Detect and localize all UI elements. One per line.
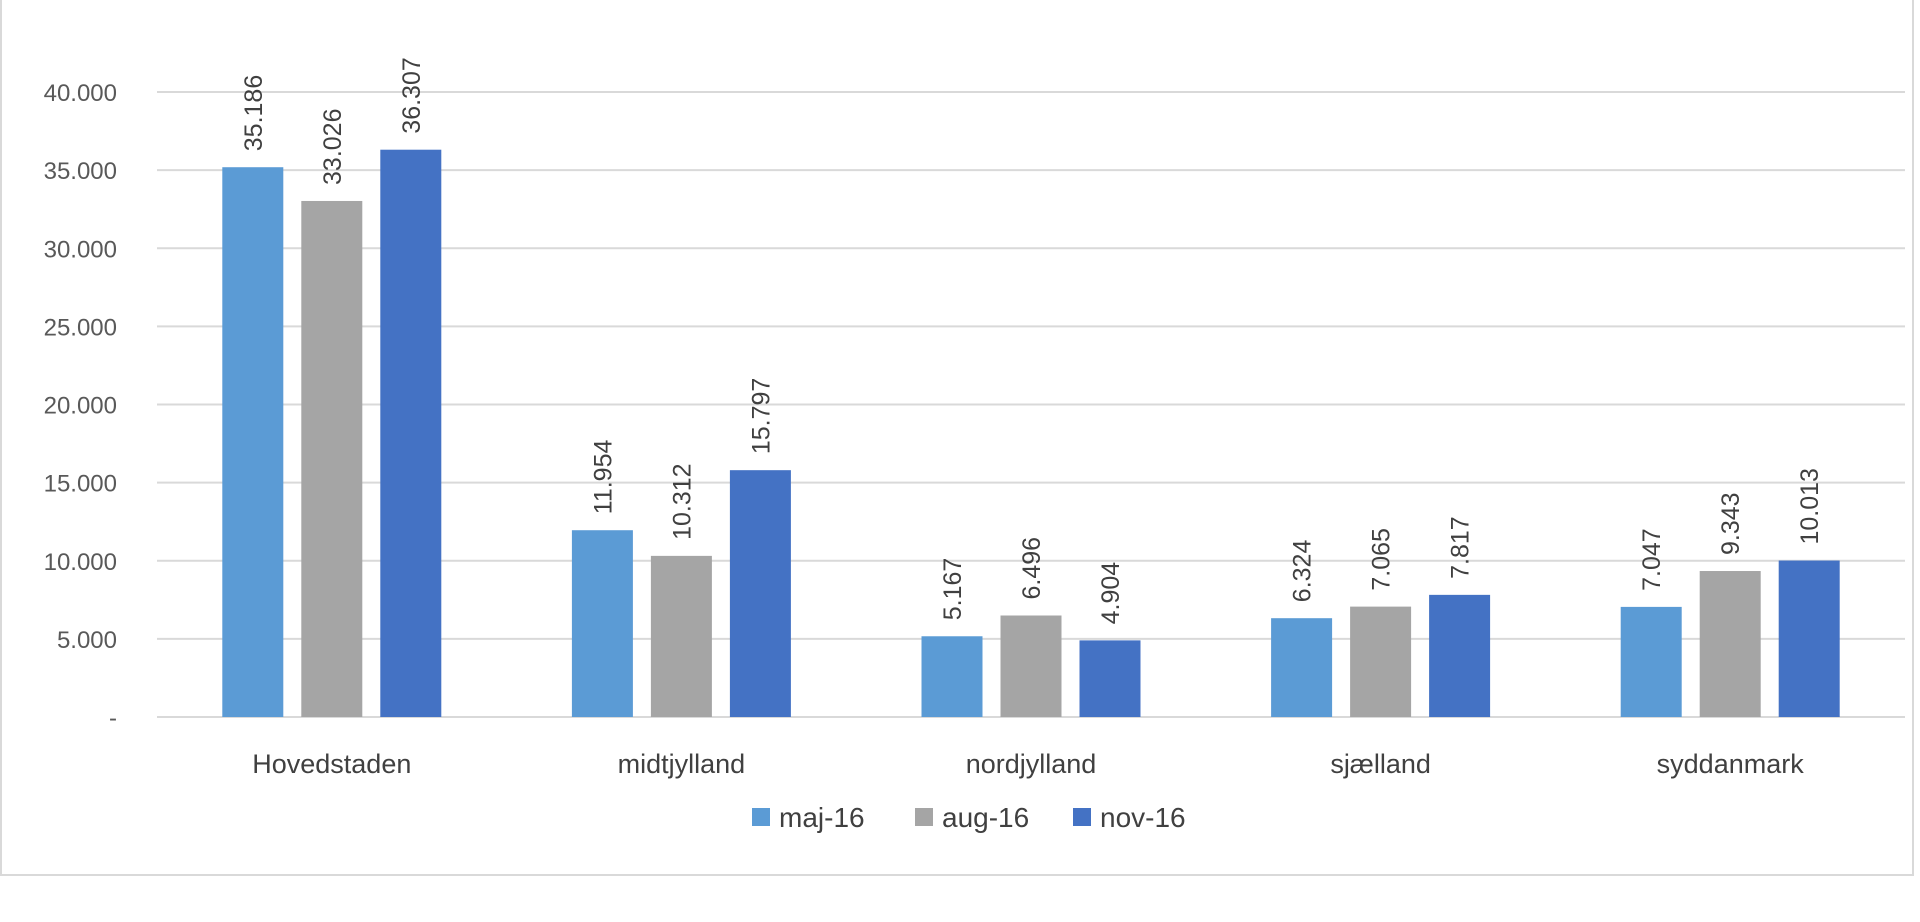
y-tick-label-7: 35.000 bbox=[44, 158, 117, 185]
legend-label-maj-16: maj-16 bbox=[779, 802, 865, 833]
y-axis-ticks: - 5.000 10.000 15.000 20.000 25.000 30.000 35.0… bbox=[44, 80, 117, 732]
category-label-1: midtjylland bbox=[618, 749, 746, 779]
y-tick-label-8: 40.000 bbox=[44, 80, 117, 107]
bar-midtjylland-aug-16 bbox=[650, 555, 712, 717]
category-label-0: Hovedstaden bbox=[252, 749, 411, 779]
y-tick-label-2: 10.000 bbox=[44, 549, 117, 576]
data-label-sjælland-maj-16: 6.324 bbox=[1289, 540, 1317, 603]
bar-syddanmark-aug-16 bbox=[1699, 571, 1761, 717]
data-label-midtjylland-maj-16: 11.954 bbox=[589, 440, 617, 515]
legend: maj-16 aug-16 nov-16 bbox=[752, 802, 1186, 833]
bar-sjælland-nov-16 bbox=[1429, 594, 1491, 717]
legend-swatch-nov-16 bbox=[1073, 808, 1091, 826]
bar-midtjylland-maj-16 bbox=[571, 530, 633, 717]
data-label-hovedstaden-maj-16: 35.186 bbox=[240, 75, 268, 151]
data-label-nordjylland-nov-16: 4.904 bbox=[1097, 562, 1125, 625]
bar-sjælland-aug-16 bbox=[1350, 606, 1412, 717]
y-tick-label-4: 20.000 bbox=[44, 393, 117, 420]
y-tick-label-1: 5.000 bbox=[57, 627, 117, 654]
y-tick-label-0: - bbox=[109, 705, 117, 732]
data-label-midtjylland-aug-16: 10.312 bbox=[668, 463, 696, 539]
data-labels: 35.186 33.026 36.307 11.954 10.312 15.797 5.16… bbox=[240, 57, 1824, 624]
category-label-2: nordjylland bbox=[966, 749, 1097, 779]
bar-hovedstaden-aug-16 bbox=[301, 200, 363, 717]
bar-nordjylland-aug-16 bbox=[1000, 615, 1062, 717]
data-label-hovedstaden-nov-16: 36.307 bbox=[398, 57, 426, 133]
data-label-nordjylland-maj-16: 5.167 bbox=[939, 558, 967, 621]
bars bbox=[222, 149, 1840, 717]
legend-label-aug-16: aug-16 bbox=[942, 802, 1029, 833]
data-label-sjælland-nov-16: 7.817 bbox=[1447, 516, 1475, 579]
bar-nordjylland-nov-16 bbox=[1079, 640, 1141, 717]
category-label-4: syddanmark bbox=[1657, 749, 1805, 779]
category-label-3: sjælland bbox=[1330, 749, 1431, 779]
bar-syddanmark-nov-16 bbox=[1778, 560, 1840, 717]
data-label-syddanmark-aug-16: 9.343 bbox=[1717, 492, 1745, 555]
data-label-midtjylland-nov-16: 15.797 bbox=[747, 378, 775, 454]
data-label-sjælland-aug-16: 7.065 bbox=[1368, 528, 1396, 591]
y-tick-label-6: 30.000 bbox=[44, 236, 117, 263]
data-label-syddanmark-nov-16: 10.013 bbox=[1796, 468, 1824, 544]
y-tick-label-5: 25.000 bbox=[44, 314, 117, 341]
x-axis-categories: Hovedstaden midtjylland nordjylland sjællan… bbox=[252, 749, 1804, 779]
bar-sjælland-maj-16 bbox=[1271, 618, 1333, 717]
y-tick-label-3: 15.000 bbox=[44, 471, 117, 498]
data-label-nordjylland-aug-16: 6.496 bbox=[1018, 537, 1046, 600]
bar-midtjylland-nov-16 bbox=[729, 470, 791, 717]
bar-hovedstaden-maj-16 bbox=[222, 167, 284, 717]
bar-nordjylland-maj-16 bbox=[921, 636, 983, 717]
legend-swatch-maj-16 bbox=[752, 808, 770, 826]
data-label-hovedstaden-aug-16: 33.026 bbox=[319, 109, 347, 185]
bar-hovedstaden-nov-16 bbox=[380, 149, 442, 717]
data-label-syddanmark-maj-16: 7.047 bbox=[1638, 528, 1666, 591]
legend-label-nov-16: nov-16 bbox=[1100, 802, 1186, 833]
legend-swatch-aug-16 bbox=[915, 808, 933, 826]
bar-syddanmark-maj-16 bbox=[1620, 606, 1682, 717]
